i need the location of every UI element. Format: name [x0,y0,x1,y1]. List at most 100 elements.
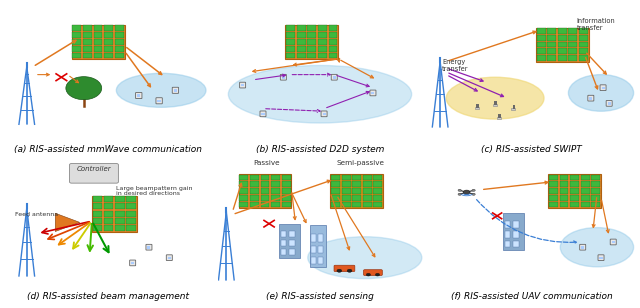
FancyArrowPatch shape [602,200,609,233]
FancyBboxPatch shape [549,175,558,180]
FancyArrowPatch shape [255,74,285,79]
FancyBboxPatch shape [174,89,177,92]
FancyBboxPatch shape [331,175,340,180]
FancyBboxPatch shape [297,46,306,51]
FancyBboxPatch shape [115,32,124,38]
FancyBboxPatch shape [72,25,125,59]
FancyBboxPatch shape [115,39,124,45]
FancyBboxPatch shape [370,90,376,96]
FancyBboxPatch shape [93,26,102,31]
FancyBboxPatch shape [104,203,113,209]
FancyBboxPatch shape [72,46,81,51]
Text: Semi-passive: Semi-passive [337,160,385,166]
FancyBboxPatch shape [568,35,577,41]
FancyBboxPatch shape [136,92,142,99]
FancyBboxPatch shape [157,99,161,102]
FancyBboxPatch shape [328,26,337,31]
FancyBboxPatch shape [363,195,372,201]
FancyBboxPatch shape [331,188,340,194]
FancyArrowPatch shape [70,76,79,83]
FancyBboxPatch shape [72,32,81,38]
FancyBboxPatch shape [558,42,567,47]
FancyBboxPatch shape [115,211,125,217]
FancyBboxPatch shape [286,53,295,59]
FancyBboxPatch shape [239,82,246,88]
FancyBboxPatch shape [579,35,588,41]
FancyBboxPatch shape [568,42,577,47]
FancyBboxPatch shape [282,181,291,187]
FancyBboxPatch shape [328,39,337,45]
FancyBboxPatch shape [352,202,361,208]
FancyBboxPatch shape [318,32,327,38]
FancyBboxPatch shape [579,28,588,34]
FancyBboxPatch shape [328,46,337,51]
FancyBboxPatch shape [260,195,269,201]
FancyBboxPatch shape [318,26,327,31]
Ellipse shape [446,77,544,119]
FancyBboxPatch shape [558,48,567,54]
FancyBboxPatch shape [333,76,336,79]
FancyBboxPatch shape [511,108,515,110]
Circle shape [66,77,102,100]
Ellipse shape [308,237,422,279]
FancyBboxPatch shape [172,87,179,93]
FancyBboxPatch shape [289,249,295,255]
FancyBboxPatch shape [547,35,556,41]
FancyBboxPatch shape [271,188,280,194]
Circle shape [376,273,380,276]
FancyBboxPatch shape [307,39,316,45]
FancyBboxPatch shape [332,74,337,80]
FancyBboxPatch shape [607,102,611,105]
FancyBboxPatch shape [250,175,259,180]
FancyBboxPatch shape [260,181,269,187]
FancyBboxPatch shape [127,218,136,224]
Ellipse shape [116,73,206,107]
FancyBboxPatch shape [115,225,125,231]
FancyArrowPatch shape [266,109,320,112]
FancyBboxPatch shape [104,26,113,31]
FancyBboxPatch shape [286,39,295,45]
FancyArrowPatch shape [449,76,477,91]
FancyBboxPatch shape [260,202,269,208]
FancyBboxPatch shape [588,95,594,101]
FancyBboxPatch shape [318,234,323,242]
FancyBboxPatch shape [83,26,92,31]
FancyBboxPatch shape [505,221,511,228]
FancyBboxPatch shape [260,111,266,117]
FancyBboxPatch shape [307,53,316,59]
FancyBboxPatch shape [513,231,519,237]
FancyBboxPatch shape [537,35,545,41]
FancyBboxPatch shape [591,195,600,201]
FancyBboxPatch shape [282,188,291,194]
Ellipse shape [560,228,634,267]
FancyArrowPatch shape [587,53,606,74]
FancyBboxPatch shape [589,97,593,99]
FancyBboxPatch shape [371,92,374,94]
FancyBboxPatch shape [310,225,326,267]
FancyBboxPatch shape [570,188,579,194]
FancyBboxPatch shape [363,188,372,194]
FancyBboxPatch shape [271,202,280,208]
FancyBboxPatch shape [311,234,316,242]
FancyBboxPatch shape [536,27,589,62]
FancyBboxPatch shape [250,202,259,208]
FancyArrowPatch shape [449,69,483,81]
FancyBboxPatch shape [373,175,382,180]
Circle shape [463,190,470,194]
Text: (f) RIS-assisted UAV communication: (f) RIS-assisted UAV communication [451,292,612,301]
FancyArrowPatch shape [586,58,598,89]
FancyBboxPatch shape [307,32,316,38]
FancyBboxPatch shape [104,53,113,59]
FancyBboxPatch shape [549,195,558,201]
FancyBboxPatch shape [115,218,125,224]
FancyBboxPatch shape [311,246,316,253]
FancyBboxPatch shape [239,188,248,194]
FancyBboxPatch shape [115,203,125,209]
FancyBboxPatch shape [156,98,163,104]
FancyBboxPatch shape [289,240,295,246]
FancyBboxPatch shape [127,203,136,209]
FancyBboxPatch shape [271,175,280,180]
FancyBboxPatch shape [549,181,558,187]
FancyBboxPatch shape [612,241,615,243]
Text: Large beampattern gain
in desired directions: Large beampattern gain in desired direct… [116,186,193,197]
